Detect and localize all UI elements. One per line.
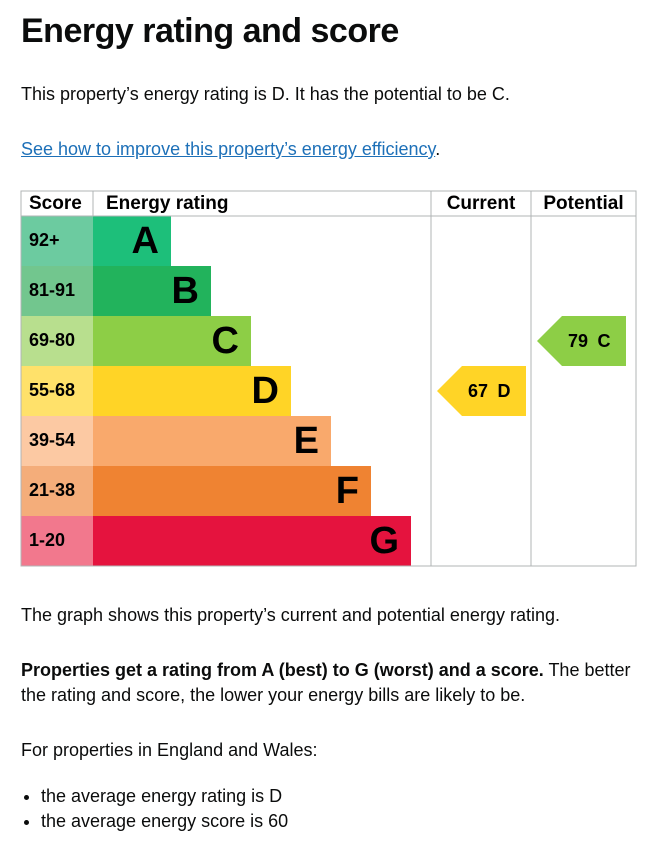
score-cell [21,266,93,316]
score-range: 81-91 [29,280,75,300]
current-letter: D [498,381,511,401]
link-line: See how to improve this property’s energ… [21,137,440,162]
averages: the average energy rating is D the avera… [21,784,288,834]
potential-arrow [537,316,626,366]
score-cell [21,516,93,566]
rating-bar [93,416,331,466]
rating-bar [93,266,211,316]
summary: This property’s energy rating is D. It h… [21,84,510,104]
score-cell [21,366,93,416]
score-cell [21,216,93,266]
average-item: the average energy rating is D [41,784,288,809]
column-header: Score [29,193,82,214]
link-after: . [435,139,441,159]
rating-letter: D [252,370,279,412]
column-header: Energy rating [106,193,228,214]
score-cell [21,466,93,516]
rating-letter: G [369,520,399,562]
potential-score: 79 [568,331,588,351]
rating-letter: A [132,220,159,262]
current-arrow [437,366,526,416]
rating-letter: C [212,320,239,362]
rating-bar [93,466,371,516]
current-score: 67 [468,381,488,401]
score-cell [21,416,93,466]
rating-letter: E [294,420,319,462]
rating-bar [93,516,411,566]
average-item: the average energy score is 60 [41,809,288,834]
rating-letter: B [172,270,199,312]
table-border [20,190,637,567]
properties-bold: Properties get a rating from A (best) to… [21,660,544,680]
properties-text: The better the rating and score, the low… [21,660,631,705]
column-header: Current [447,193,516,214]
rating-bar [93,216,171,266]
properties-note: Properties get a rating from A (best) to… [21,658,636,708]
improve-link[interactable]: See how to improve this property’s energ… [21,139,436,159]
score-range: 1-20 [29,530,65,550]
heading: Energy rating and score [21,12,399,50]
region-note: For properties in England and Wales: [21,740,318,760]
score-range: 21-38 [29,480,75,500]
score-cell [21,316,93,366]
score-range: 55-68 [29,380,75,400]
score-range: 92+ [29,230,60,250]
score-range: 69-80 [29,330,75,350]
rating-bar [93,366,291,416]
column-header: Potential [543,193,623,214]
graph-note: The graph shows this property’s current … [21,605,560,625]
rating-letter: F [336,470,359,512]
score-range: 39-54 [29,430,75,450]
potential-letter: C [598,331,611,351]
rating-bar [93,316,251,366]
